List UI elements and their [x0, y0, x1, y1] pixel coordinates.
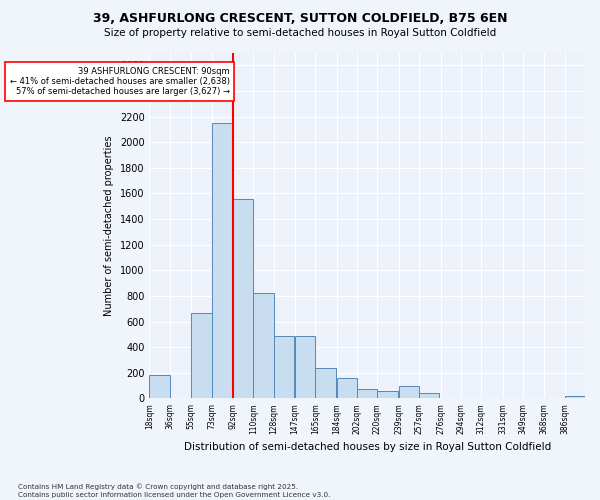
Text: Size of property relative to semi-detached houses in Royal Sutton Coldfield: Size of property relative to semi-detach… — [104, 28, 496, 38]
X-axis label: Distribution of semi-detached houses by size in Royal Sutton Coldfield: Distribution of semi-detached houses by … — [184, 442, 551, 452]
Bar — [419, 394, 439, 398]
Bar — [233, 198, 253, 398]
Text: 39 ASHFURLONG CRESCENT: 90sqm
← 41% of semi-detached houses are smaller (2,638)
: 39 ASHFURLONG CRESCENT: 90sqm ← 41% of s… — [10, 66, 230, 96]
Text: Contains HM Land Registry data © Crown copyright and database right 2025.
Contai: Contains HM Land Registry data © Crown c… — [18, 484, 331, 498]
Y-axis label: Number of semi-detached properties: Number of semi-detached properties — [104, 135, 115, 316]
Bar — [565, 396, 585, 398]
Bar — [295, 336, 316, 398]
Bar — [399, 386, 419, 398]
Text: 39, ASHFURLONG CRESCENT, SUTTON COLDFIELD, B75 6EN: 39, ASHFURLONG CRESCENT, SUTTON COLDFIEL… — [93, 12, 507, 26]
Bar — [357, 390, 377, 398]
Bar — [149, 376, 170, 398]
Bar — [191, 312, 212, 398]
Bar — [316, 368, 335, 398]
Bar — [337, 378, 357, 398]
Bar — [377, 392, 398, 398]
Bar — [212, 123, 232, 398]
Bar — [253, 294, 274, 399]
Bar — [274, 336, 294, 398]
